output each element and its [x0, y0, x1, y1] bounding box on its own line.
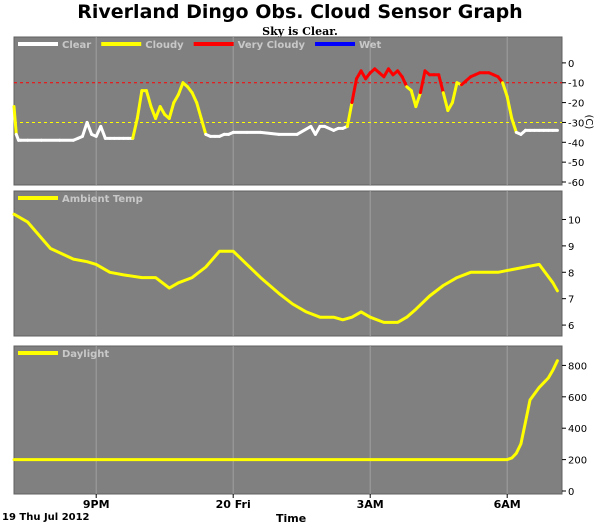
- legend-label: Cloudy: [145, 40, 184, 51]
- series-segment: [81, 120, 89, 138]
- series-segment: [409, 89, 418, 109]
- series-segment: [199, 116, 208, 136]
- series-segment: [414, 91, 422, 109]
- series-segment: [195, 101, 203, 120]
- series-segment: [295, 124, 313, 136]
- series-segment: [323, 124, 336, 132]
- panel-sky: [13, 36, 563, 186]
- chart-title: Riverland Dingo Obs. Cloud Sensor Graph: [77, 1, 523, 23]
- series-segment: [510, 116, 518, 134]
- y-tick-label: -50: [568, 158, 584, 169]
- series-segment: [190, 91, 199, 105]
- series-segment: [167, 101, 176, 120]
- series-segment: [345, 101, 354, 128]
- y-tick-label: 600: [568, 393, 587, 404]
- y-tick-label: 800: [568, 361, 587, 372]
- y-tick-label: 0: [568, 59, 574, 70]
- series-segment: [418, 69, 427, 95]
- y-tick-label: 0: [568, 487, 574, 498]
- series-segment: [85, 120, 94, 136]
- series-line-ambient: [12, 212, 559, 324]
- series-segment: [131, 116, 139, 140]
- legend-label: Wet: [359, 40, 381, 51]
- panel-daylight: [13, 345, 563, 495]
- series-segment: [176, 81, 185, 97]
- y-tick-label: -40: [568, 138, 584, 149]
- y-tick-label: 10: [568, 215, 581, 226]
- y-tick-label: 6: [568, 321, 574, 332]
- series-segment: [441, 91, 450, 113]
- series-segment: [135, 89, 144, 120]
- y-tick-label: -60: [568, 178, 584, 189]
- x-tick-label: 9PM: [83, 498, 110, 511]
- series-segment: [437, 73, 445, 95]
- y-tick-label: 9: [568, 242, 574, 253]
- date-label: 19 Thu Jul 2012: [2, 512, 90, 523]
- series-segment: [259, 130, 281, 136]
- series-segment: [446, 101, 454, 113]
- y-tick-label: 8: [568, 268, 574, 279]
- series-segment: [505, 95, 514, 120]
- series-segment: [172, 93, 180, 105]
- series-segment: [400, 75, 409, 89]
- x-axis-label: Time: [276, 512, 307, 525]
- series-segment: [99, 124, 107, 140]
- series-line-daylight: [12, 359, 559, 462]
- series-segment: [154, 105, 162, 120]
- y-tick-label: 7: [568, 295, 574, 306]
- series-segment: [350, 77, 358, 105]
- y-axis-unit: (C): [583, 115, 594, 130]
- y-tick-label: 400: [568, 424, 587, 435]
- y-tick-label: -30: [568, 118, 584, 129]
- legend-label: Daylight: [62, 349, 109, 360]
- series-segment: [144, 89, 153, 109]
- series-segment: [158, 105, 167, 116]
- series-segment: [12, 105, 18, 136]
- legend-label: Ambient Temp: [62, 194, 143, 205]
- x-tick-label: 20 Fri: [216, 498, 251, 511]
- series-segment: [501, 81, 509, 99]
- series-segment: [313, 124, 322, 136]
- y-tick-label: -10: [568, 79, 584, 90]
- chart-subtitle: Sky is Clear.: [262, 25, 338, 38]
- y-tick-label: -20: [568, 99, 584, 110]
- x-tick-label: 3AM: [357, 498, 384, 511]
- x-tick-label: 6AM: [494, 498, 521, 511]
- y-tick-label: 200: [568, 456, 587, 467]
- series-segment: [450, 81, 459, 105]
- panel-ambient: [13, 190, 563, 337]
- legend-label: Clear: [62, 40, 91, 51]
- legend-label: Very Cloudy: [238, 40, 306, 51]
